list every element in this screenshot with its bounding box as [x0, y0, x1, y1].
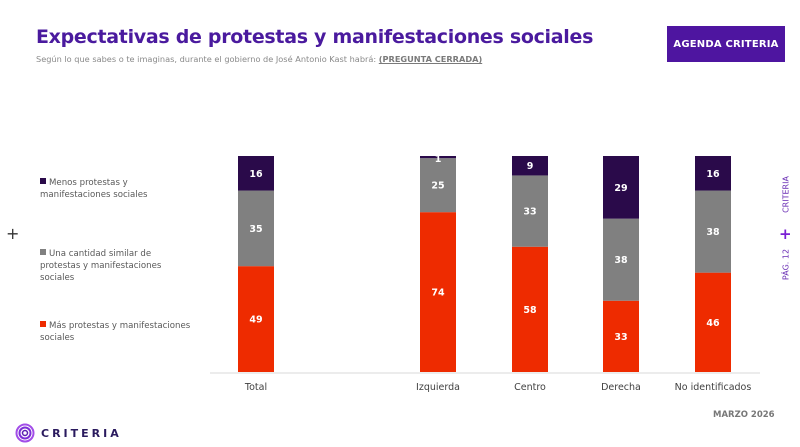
- plus-icon: +: [6, 224, 20, 243]
- data-label: 38: [614, 255, 628, 266]
- x-tick-label: Total: [244, 382, 267, 393]
- legend-swatch: [40, 249, 46, 255]
- bar-segment: [512, 175, 548, 247]
- criteria-logo-icon: [15, 423, 35, 443]
- data-label: 33: [614, 332, 627, 343]
- legend-item-mas: Más protestas y manifestaciones sociales: [40, 320, 200, 344]
- bar-segment: [420, 212, 456, 372]
- question-type-tag: (PREGUNTA CERRADA): [378, 54, 483, 64]
- bar-segment: [420, 156, 456, 159]
- data-label: 46: [706, 318, 720, 329]
- data-label: 38: [706, 227, 720, 238]
- data-label: 16: [706, 169, 720, 180]
- report-date: MARZO 2026: [713, 410, 775, 420]
- x-tick-label: Centro: [514, 382, 546, 393]
- question-text: Según lo que sabes o te imaginas, durant…: [36, 54, 377, 64]
- data-label: 33: [523, 207, 536, 218]
- bar-segment: [695, 190, 731, 273]
- bar-segment: [238, 156, 274, 191]
- data-label: 58: [523, 305, 537, 316]
- criteria-logo: CRITERIA: [15, 423, 122, 443]
- data-label: 16: [249, 169, 263, 180]
- data-label: 74: [431, 288, 445, 299]
- bar-segment: [512, 156, 548, 176]
- bar-segment: [695, 156, 731, 191]
- bar-segment: [420, 158, 456, 213]
- data-label: 49: [249, 315, 262, 326]
- legend-item-similar: Una cantidad similar de protestas y mani…: [40, 248, 190, 284]
- legend-swatch: [40, 321, 46, 327]
- data-label: 35: [249, 224, 262, 235]
- bar-segment: [512, 246, 548, 372]
- bars-group: 49 35 16 Total 74 25 1 Izquierda 58 33 9 Centro 33 38…: [238, 154, 751, 393]
- side-label: CRITERIA + PÁG. 12: [776, 170, 796, 290]
- bar-segment: [238, 266, 274, 372]
- data-label: 9: [527, 161, 534, 172]
- logo-text: CRITERIA: [41, 426, 122, 440]
- bar-segment: [695, 272, 731, 372]
- bar-segment: [238, 190, 274, 267]
- data-label: 25: [431, 181, 444, 192]
- bar-segment: [603, 218, 639, 301]
- x-tick-label: Izquierda: [416, 382, 460, 393]
- legend-label: Más protestas y manifestaciones sociales: [40, 321, 191, 343]
- x-tick-label: Derecha: [601, 382, 641, 393]
- bar-segment: [603, 300, 639, 372]
- legend-swatch: [40, 178, 46, 184]
- legend-label: Una cantidad similar de protestas y mani…: [40, 249, 162, 283]
- agenda-criteria-badge: AGENDA CRITERIA: [667, 26, 785, 62]
- side-plus-icon: +: [779, 225, 792, 243]
- legend-item-menos: Menos protestas y manifestaciones social…: [40, 177, 200, 201]
- legend-label: Menos protestas y manifestaciones social…: [40, 178, 148, 200]
- data-label: 29: [614, 183, 627, 194]
- page-subtitle: Según lo que sabes o te imaginas, durant…: [36, 54, 482, 64]
- data-label: 1: [435, 154, 442, 165]
- x-tick-label: No identificados: [675, 382, 752, 393]
- bar-segment: [603, 156, 639, 219]
- page-title: Expectativas de protestas y manifestacio…: [36, 26, 594, 48]
